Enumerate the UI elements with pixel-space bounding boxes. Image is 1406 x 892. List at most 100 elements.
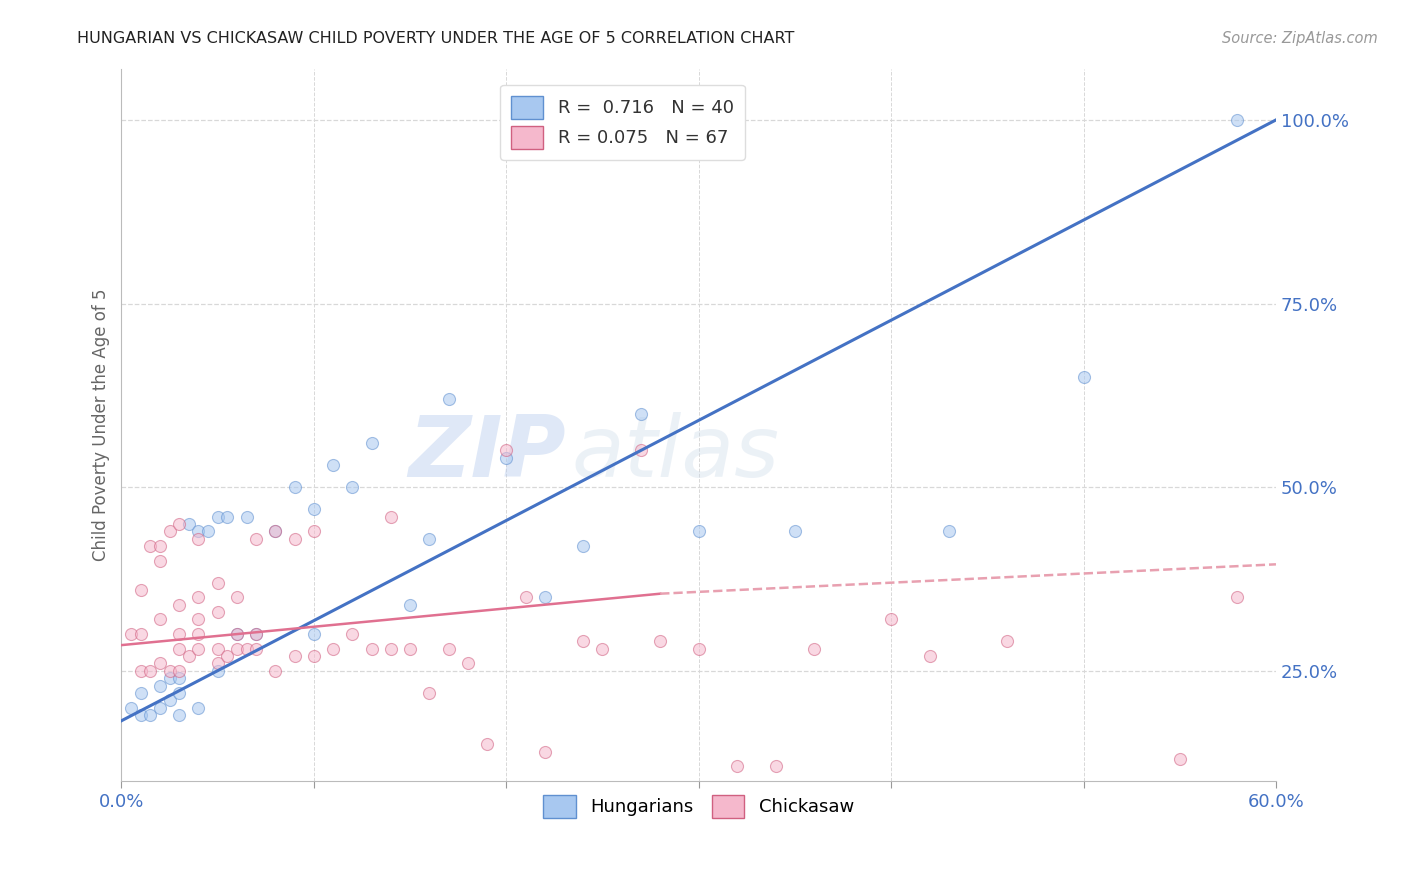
Point	[207, 605, 229, 619]
Point	[207, 509, 229, 524]
Point	[572, 634, 595, 648]
Point	[245, 627, 267, 641]
Point	[187, 532, 209, 546]
Point	[159, 671, 181, 685]
Point	[187, 612, 209, 626]
Point	[167, 664, 190, 678]
Point	[149, 612, 172, 626]
Point	[725, 759, 748, 773]
Text: HUNGARIAN VS CHICKASAW CHILD POVERTY UNDER THE AGE OF 5 CORRELATION CHART: HUNGARIAN VS CHICKASAW CHILD POVERTY UND…	[77, 31, 794, 46]
Text: ZIP: ZIP	[408, 412, 567, 495]
Point	[120, 700, 142, 714]
Point	[129, 627, 152, 641]
Point	[938, 524, 960, 539]
Point	[149, 539, 172, 553]
Point	[129, 582, 152, 597]
Point	[167, 671, 190, 685]
Point	[572, 539, 595, 553]
Point	[284, 480, 307, 494]
Point	[475, 737, 498, 751]
Point	[302, 627, 325, 641]
Point	[139, 707, 162, 722]
Point	[207, 664, 229, 678]
Point	[1168, 752, 1191, 766]
Point	[284, 649, 307, 664]
Point	[120, 627, 142, 641]
Point	[235, 509, 257, 524]
Point	[245, 532, 267, 546]
Point	[149, 700, 172, 714]
Legend: Hungarians, Chickasaw: Hungarians, Chickasaw	[536, 788, 860, 825]
Point	[630, 443, 652, 458]
Point	[159, 524, 181, 539]
Text: atlas: atlas	[572, 412, 780, 495]
Point	[139, 664, 162, 678]
Point	[380, 641, 402, 656]
Point	[302, 502, 325, 516]
Point	[235, 641, 257, 656]
Point	[399, 641, 422, 656]
Point	[533, 591, 555, 605]
Point	[139, 539, 162, 553]
Point	[167, 686, 190, 700]
Point	[217, 649, 239, 664]
Point	[207, 657, 229, 671]
Y-axis label: Child Poverty Under the Age of 5: Child Poverty Under the Age of 5	[93, 288, 110, 561]
Point	[437, 392, 460, 406]
Point	[688, 641, 710, 656]
Point	[197, 524, 219, 539]
Point	[1226, 591, 1249, 605]
Text: Source: ZipAtlas.com: Source: ZipAtlas.com	[1222, 31, 1378, 46]
Point	[495, 450, 517, 465]
Point	[167, 627, 190, 641]
Point	[418, 686, 440, 700]
Point	[284, 532, 307, 546]
Point	[225, 627, 247, 641]
Point	[457, 657, 479, 671]
Point	[159, 693, 181, 707]
Point	[245, 641, 267, 656]
Point	[342, 627, 364, 641]
Point	[167, 516, 190, 531]
Point	[129, 664, 152, 678]
Point	[245, 627, 267, 641]
Point	[129, 707, 152, 722]
Point	[225, 641, 247, 656]
Point	[217, 509, 239, 524]
Point	[177, 649, 200, 664]
Point	[187, 591, 209, 605]
Point	[177, 516, 200, 531]
Point	[207, 641, 229, 656]
Point	[783, 524, 806, 539]
Point	[129, 686, 152, 700]
Point	[360, 641, 382, 656]
Point	[533, 745, 555, 759]
Point	[380, 509, 402, 524]
Point	[302, 524, 325, 539]
Point	[880, 612, 903, 626]
Point	[515, 591, 537, 605]
Point	[187, 524, 209, 539]
Point	[399, 598, 422, 612]
Point	[1226, 112, 1249, 127]
Point	[322, 458, 344, 472]
Point	[995, 634, 1018, 648]
Point	[437, 641, 460, 656]
Point	[302, 649, 325, 664]
Point	[765, 759, 787, 773]
Point	[207, 575, 229, 590]
Point	[322, 641, 344, 656]
Point	[630, 407, 652, 421]
Point	[264, 664, 287, 678]
Point	[167, 641, 190, 656]
Point	[225, 627, 247, 641]
Point	[1073, 370, 1095, 384]
Point	[149, 657, 172, 671]
Point	[167, 598, 190, 612]
Point	[418, 532, 440, 546]
Point	[342, 480, 364, 494]
Point	[159, 664, 181, 678]
Point	[149, 679, 172, 693]
Point	[149, 554, 172, 568]
Point	[803, 641, 825, 656]
